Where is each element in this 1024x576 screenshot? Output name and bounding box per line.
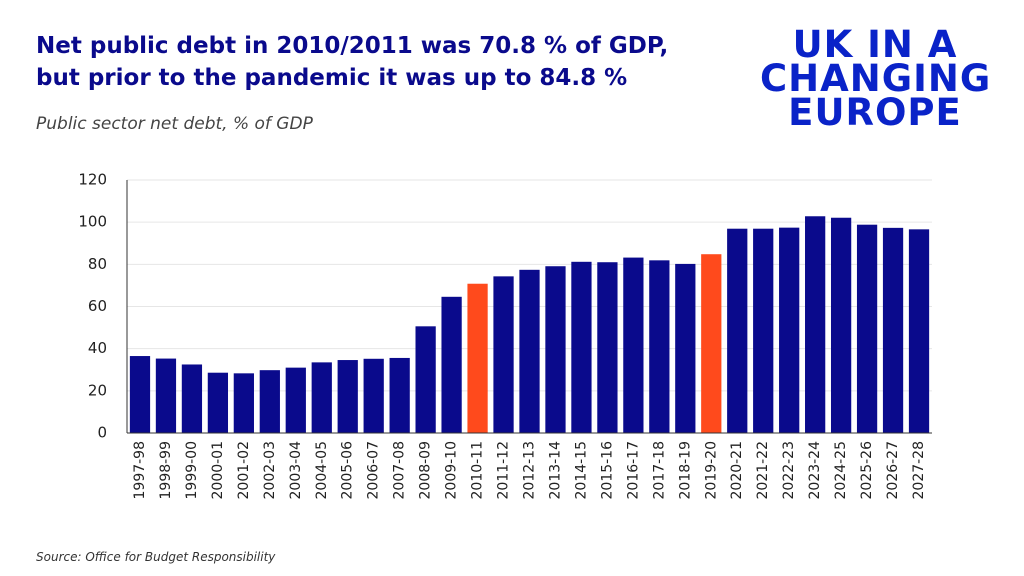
x-tick-label: 2021-22 bbox=[755, 441, 771, 500]
y-tick-label: 80 bbox=[88, 255, 107, 273]
logo: UK IN A CHANGING EUROPE bbox=[760, 23, 992, 134]
x-tick-label: 2016-17 bbox=[625, 441, 641, 500]
x-tick-label: 2020-21 bbox=[729, 441, 745, 500]
logo-line: UK IN A bbox=[792, 23, 958, 66]
x-tick-label: 2012-13 bbox=[522, 441, 538, 500]
bar bbox=[908, 229, 930, 433]
bar bbox=[181, 364, 203, 433]
bar bbox=[155, 358, 177, 433]
bar bbox=[753, 228, 774, 433]
bar bbox=[207, 372, 229, 433]
bar bbox=[311, 362, 332, 433]
x-tick-label: 1997-98 bbox=[132, 441, 148, 500]
x-tick-label: 1999-00 bbox=[184, 441, 200, 500]
x-tick-label: 2014-15 bbox=[573, 441, 589, 500]
bar bbox=[675, 263, 696, 433]
x-tick-label: 2027-28 bbox=[911, 441, 927, 500]
bar bbox=[649, 260, 670, 433]
bar bbox=[337, 360, 358, 433]
y-tick-label: 100 bbox=[78, 213, 107, 231]
chart-subtitle: Public sector net debt, % of GDP bbox=[36, 114, 313, 134]
source: Source: Office for Budget Responsibility bbox=[36, 550, 276, 564]
x-tick-label: 2004-05 bbox=[314, 441, 330, 500]
bar bbox=[623, 257, 644, 433]
x-tick-label: 2024-25 bbox=[833, 441, 849, 500]
bar bbox=[856, 224, 878, 433]
bar bbox=[882, 227, 904, 433]
chart-title: Net public debt in 2010/2011 was 70.8 % … bbox=[36, 33, 669, 91]
x-tick-label: 2003-04 bbox=[288, 441, 304, 500]
x-tick-label: 2018-19 bbox=[677, 441, 693, 500]
x-tick-label: 2002-03 bbox=[262, 441, 278, 500]
x-tick-label: 2026-27 bbox=[885, 441, 901, 500]
bar bbox=[259, 370, 280, 433]
x-tick-label: 2011-12 bbox=[496, 441, 512, 500]
x-tick-label: 2009-10 bbox=[444, 441, 460, 500]
bar bbox=[830, 217, 852, 433]
x-tick-label: 2022-23 bbox=[781, 441, 797, 500]
x-tick-label: 2015-16 bbox=[599, 441, 615, 500]
y-tick-label: 60 bbox=[88, 297, 107, 315]
bar bbox=[805, 216, 826, 433]
y-tick-label: 0 bbox=[97, 424, 107, 442]
logo-line: EUROPE bbox=[788, 91, 962, 134]
y-tick-label: 40 bbox=[88, 339, 107, 357]
x-tick-label: 2005-06 bbox=[340, 441, 356, 500]
bar bbox=[415, 326, 436, 433]
bar bbox=[129, 356, 151, 433]
x-tick-label: 2019-20 bbox=[703, 441, 719, 500]
bar bbox=[779, 227, 800, 433]
x-tick-label: 2007-08 bbox=[392, 441, 408, 500]
bar bbox=[519, 269, 540, 433]
x-tick-label: 2025-26 bbox=[859, 441, 875, 500]
bar bbox=[233, 373, 254, 433]
x-tick-label: 1998-99 bbox=[158, 441, 174, 500]
bar bbox=[571, 261, 592, 433]
y-tick-label: 20 bbox=[88, 381, 107, 399]
x-tick-label: 2008-09 bbox=[418, 441, 434, 500]
logo-line: CHANGING bbox=[760, 57, 992, 100]
x-tick-label: 2000-01 bbox=[210, 441, 226, 500]
bar bbox=[545, 266, 566, 433]
x-tick-label: 2013-14 bbox=[547, 441, 563, 500]
bar bbox=[701, 254, 722, 433]
y-tick-label: 120 bbox=[78, 171, 107, 189]
x-tick-label: 2001-02 bbox=[236, 441, 252, 500]
bar bbox=[597, 262, 618, 433]
bar bbox=[441, 296, 462, 433]
bar bbox=[285, 367, 306, 433]
x-tick-label: 2010-11 bbox=[470, 441, 486, 500]
bar bbox=[363, 358, 384, 433]
bar bbox=[727, 228, 748, 433]
x-tick-label: 2023-24 bbox=[807, 441, 823, 500]
x-tick-label: 2006-07 bbox=[366, 441, 382, 500]
bar bbox=[389, 357, 410, 433]
x-tick-label: 2017-18 bbox=[651, 441, 667, 500]
bar bbox=[493, 276, 514, 433]
bar bbox=[467, 283, 488, 433]
